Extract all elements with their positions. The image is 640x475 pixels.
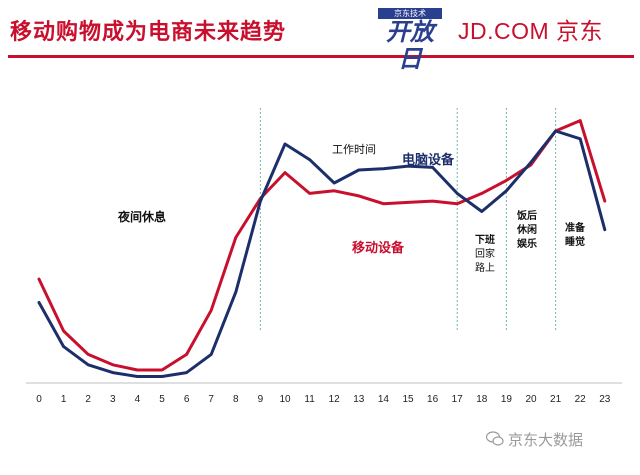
data-point-pc (333, 181, 336, 185)
data-point-pc (210, 353, 213, 356)
data-point-mobile (308, 192, 311, 195)
x-tick-label: 17 (452, 394, 464, 405)
annotation-period: 准备 (565, 221, 586, 234)
data-point-pc (406, 164, 410, 168)
annotation-mobile: 移动设备 (352, 240, 405, 256)
data-point-pc (382, 167, 385, 170)
logo-top-label: 京东技术 (378, 8, 442, 19)
jd-brand: JD.COM 京东 (458, 18, 604, 44)
annotation-plain: 夜间休息 (117, 209, 166, 224)
series-line-mobile (37, 119, 607, 372)
data-point-mobile (431, 199, 434, 203)
x-tick-label: 21 (550, 394, 562, 405)
x-tick-label: 12 (329, 394, 341, 405)
wechat-icon (486, 431, 504, 446)
data-point-pc (259, 199, 262, 203)
data-point-pc (160, 375, 164, 378)
x-tick-label: 20 (525, 394, 537, 405)
data-point-mobile (136, 368, 139, 372)
data-point-pc (136, 375, 139, 378)
annotation-period: 睡觉 (565, 235, 585, 248)
x-tick-label: 2 (85, 394, 91, 405)
data-point-pc (456, 192, 459, 195)
annotation-pc: 电脑设备 (402, 152, 455, 168)
x-tick-label: 6 (184, 394, 190, 405)
data-point-pc (308, 158, 311, 161)
annotation-period: 娱乐 (517, 237, 537, 250)
data-point-mobile (480, 192, 483, 195)
data-point-mobile (406, 201, 410, 204)
logo-main-label: 开放日 (386, 18, 434, 73)
x-tick-label: 11 (304, 394, 315, 405)
data-point-pc (505, 189, 508, 192)
data-point-pc (603, 228, 606, 231)
title-underline (8, 55, 634, 58)
data-point-mobile (579, 119, 582, 122)
data-point-pc (529, 160, 533, 164)
x-tick-label: 15 (402, 394, 414, 405)
data-point-pc (283, 142, 287, 146)
x-tick-label: 3 (110, 394, 116, 405)
annotation-period: 下班 (475, 233, 495, 246)
data-point-pc (579, 137, 582, 140)
data-point-pc (357, 168, 360, 172)
x-tick-label: 16 (427, 394, 439, 405)
annotation-period: 回家 (475, 247, 495, 260)
annotation-plain: 工作时间 (332, 143, 376, 156)
data-point-pc (554, 129, 557, 133)
open-day-logo: 京东技术 开放日 (378, 8, 442, 73)
data-point-mobile (62, 329, 65, 333)
x-tick-label: 14 (378, 394, 390, 405)
data-point-pc (480, 210, 483, 213)
data-point-pc (62, 345, 65, 348)
x-tick-label: 19 (501, 394, 513, 405)
data-point-mobile (111, 363, 115, 367)
data-point-mobile (87, 353, 90, 356)
x-tick-label: 9 (258, 394, 264, 405)
data-point-mobile (210, 309, 213, 312)
watermark-text: 京东大数据 (508, 431, 584, 449)
x-tick-label: 5 (159, 394, 165, 405)
data-point-pc (431, 166, 434, 169)
data-point-pc (87, 363, 90, 367)
x-tick-label: 1 (61, 394, 67, 405)
data-point-mobile (185, 353, 188, 356)
annotation-period: 路上 (475, 261, 495, 274)
data-point-mobile (382, 202, 385, 205)
data-point-mobile (456, 202, 459, 205)
data-point-mobile (283, 171, 287, 174)
data-point-mobile (505, 179, 508, 182)
x-tick-label: 22 (575, 394, 587, 405)
series-line-pc (37, 129, 607, 378)
x-tick-label: 8 (233, 394, 239, 405)
x-tick-label: 18 (476, 394, 488, 405)
data-point-mobile (603, 199, 606, 203)
data-point-pc (111, 371, 115, 374)
data-point-mobile (357, 194, 360, 198)
x-tick-label: 10 (279, 394, 291, 405)
data-point-mobile (333, 189, 336, 192)
page-title: 移动购物成为电商未来趋势 (10, 20, 287, 45)
annotation-period: 休闲 (516, 223, 537, 236)
x-tick-label: 0 (36, 394, 42, 405)
data-point-pc (234, 290, 237, 294)
x-tick-label: 23 (599, 394, 611, 405)
x-tick-label: 7 (208, 394, 214, 405)
annotation-period: 饭后 (516, 209, 537, 222)
data-point-pc (185, 371, 188, 374)
x-tick-label: 13 (353, 394, 365, 405)
data-point-mobile (37, 277, 41, 281)
data-point-mobile (160, 368, 164, 372)
data-point-mobile (234, 236, 237, 239)
data-point-pc (37, 301, 41, 304)
x-tick-label: 4 (135, 394, 141, 405)
